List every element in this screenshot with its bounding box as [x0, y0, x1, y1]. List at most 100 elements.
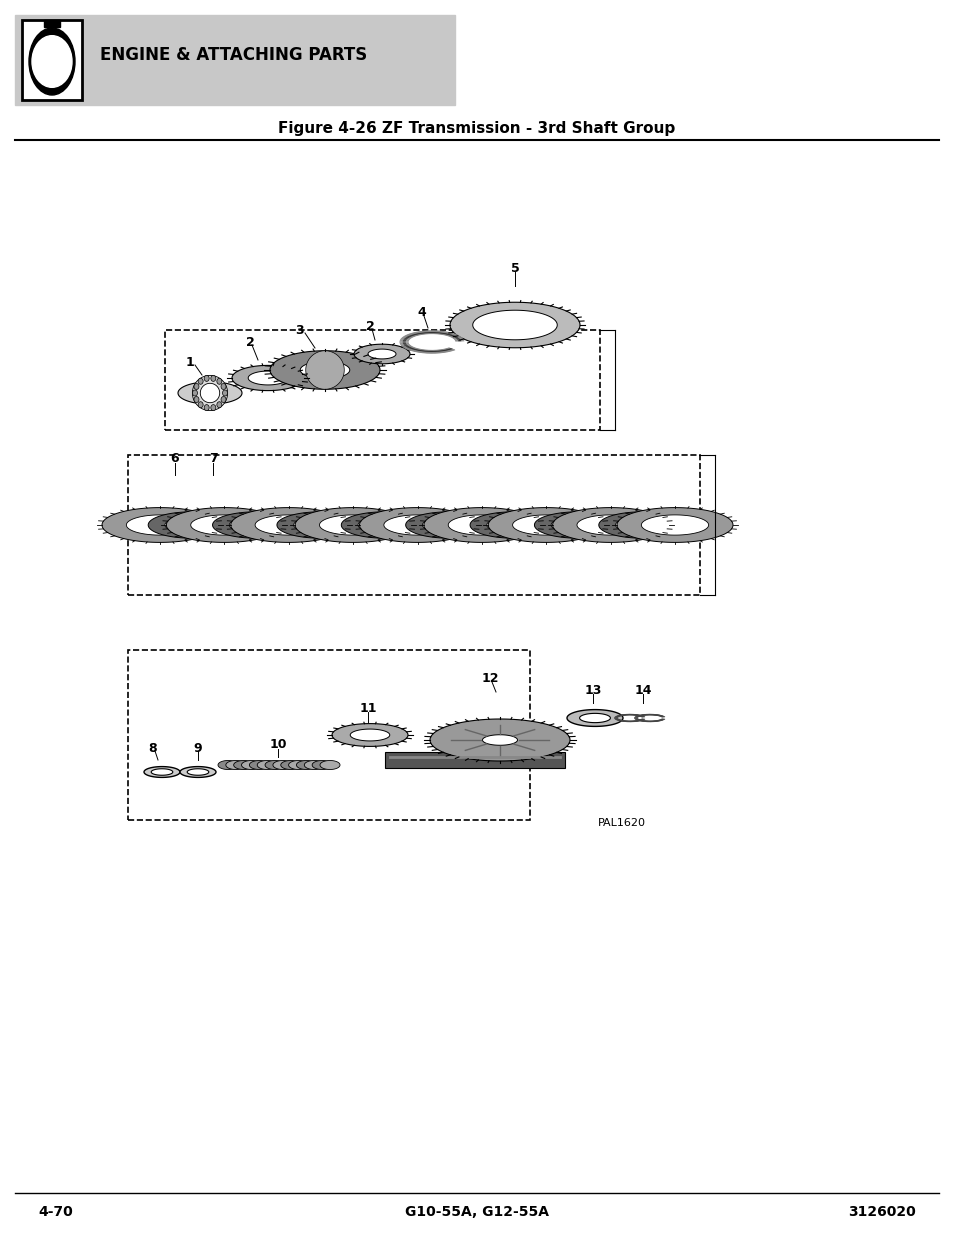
- Text: 9: 9: [193, 741, 202, 755]
- Polygon shape: [226, 761, 246, 769]
- Polygon shape: [102, 508, 218, 542]
- Polygon shape: [257, 761, 277, 769]
- Ellipse shape: [204, 375, 209, 382]
- Polygon shape: [577, 515, 643, 535]
- Polygon shape: [178, 382, 242, 404]
- Polygon shape: [332, 724, 408, 746]
- Ellipse shape: [222, 390, 227, 396]
- Polygon shape: [276, 511, 365, 538]
- Text: ENGINE & ATTACHING PARTS: ENGINE & ATTACHING PARTS: [100, 46, 367, 64]
- Polygon shape: [248, 370, 288, 385]
- Text: 1: 1: [186, 356, 194, 368]
- Polygon shape: [423, 508, 539, 542]
- Polygon shape: [615, 516, 669, 534]
- Polygon shape: [280, 761, 300, 769]
- Ellipse shape: [193, 390, 197, 396]
- Text: 2: 2: [365, 320, 374, 332]
- Polygon shape: [241, 761, 261, 769]
- Polygon shape: [294, 516, 348, 534]
- Polygon shape: [151, 768, 172, 776]
- Polygon shape: [289, 761, 308, 769]
- Bar: [128, 454, 700, 595]
- Polygon shape: [450, 303, 579, 348]
- Polygon shape: [218, 761, 237, 769]
- Polygon shape: [319, 515, 386, 535]
- Polygon shape: [341, 511, 429, 538]
- Text: 8: 8: [149, 741, 157, 755]
- Polygon shape: [304, 761, 324, 769]
- Polygon shape: [368, 350, 395, 359]
- Polygon shape: [126, 515, 193, 535]
- Polygon shape: [359, 508, 475, 542]
- Polygon shape: [617, 508, 732, 542]
- Text: 4: 4: [417, 305, 426, 319]
- Polygon shape: [166, 508, 282, 542]
- Text: 4-70: 4-70: [38, 1205, 72, 1219]
- Polygon shape: [357, 516, 412, 534]
- Ellipse shape: [211, 375, 215, 382]
- Ellipse shape: [211, 405, 215, 410]
- Polygon shape: [312, 761, 332, 769]
- Polygon shape: [488, 508, 603, 542]
- Ellipse shape: [216, 401, 222, 408]
- Text: 11: 11: [359, 701, 376, 715]
- Polygon shape: [200, 383, 219, 403]
- Polygon shape: [579, 714, 610, 722]
- Text: 10: 10: [269, 739, 287, 752]
- Text: 3: 3: [295, 324, 304, 336]
- Polygon shape: [294, 508, 411, 542]
- Ellipse shape: [198, 378, 203, 384]
- Bar: [165, 330, 599, 430]
- Polygon shape: [430, 719, 569, 761]
- Polygon shape: [254, 515, 322, 535]
- Polygon shape: [148, 511, 236, 538]
- Polygon shape: [273, 761, 293, 769]
- Polygon shape: [213, 511, 300, 538]
- Bar: [128, 650, 530, 820]
- Polygon shape: [233, 761, 253, 769]
- Ellipse shape: [29, 28, 75, 95]
- Polygon shape: [305, 351, 344, 389]
- Polygon shape: [180, 767, 215, 777]
- Polygon shape: [229, 516, 284, 534]
- Polygon shape: [187, 768, 209, 776]
- Bar: [44, 20, 60, 27]
- Ellipse shape: [193, 384, 199, 389]
- Text: 6: 6: [171, 452, 179, 466]
- Ellipse shape: [221, 384, 226, 389]
- Text: Figure 4-26 ZF Transmission - 3rd Shaft Group: Figure 4-26 ZF Transmission - 3rd Shaft …: [278, 121, 675, 136]
- Polygon shape: [552, 508, 668, 542]
- FancyBboxPatch shape: [15, 15, 455, 105]
- Polygon shape: [470, 511, 558, 538]
- Text: 2: 2: [245, 336, 254, 348]
- Polygon shape: [191, 515, 257, 535]
- Polygon shape: [296, 761, 316, 769]
- Ellipse shape: [216, 378, 222, 384]
- Ellipse shape: [32, 36, 71, 88]
- Text: PAL1620: PAL1620: [598, 818, 645, 827]
- Polygon shape: [350, 729, 390, 741]
- Polygon shape: [231, 508, 346, 542]
- Text: 3126020: 3126020: [847, 1205, 915, 1219]
- Polygon shape: [270, 351, 379, 389]
- Polygon shape: [319, 761, 339, 769]
- Polygon shape: [249, 761, 269, 769]
- Ellipse shape: [193, 396, 199, 403]
- Text: 14: 14: [634, 683, 651, 697]
- Polygon shape: [265, 761, 285, 769]
- Polygon shape: [405, 511, 493, 538]
- Polygon shape: [232, 366, 304, 390]
- Ellipse shape: [221, 396, 226, 403]
- Polygon shape: [354, 345, 410, 364]
- Polygon shape: [534, 511, 621, 538]
- Text: 7: 7: [209, 452, 217, 466]
- Polygon shape: [512, 515, 579, 535]
- Polygon shape: [473, 310, 557, 340]
- Ellipse shape: [198, 401, 203, 408]
- Polygon shape: [300, 362, 350, 379]
- Polygon shape: [383, 515, 451, 535]
- Bar: [22, 20, 82, 100]
- Polygon shape: [551, 516, 605, 534]
- Polygon shape: [385, 752, 564, 768]
- Polygon shape: [482, 735, 517, 745]
